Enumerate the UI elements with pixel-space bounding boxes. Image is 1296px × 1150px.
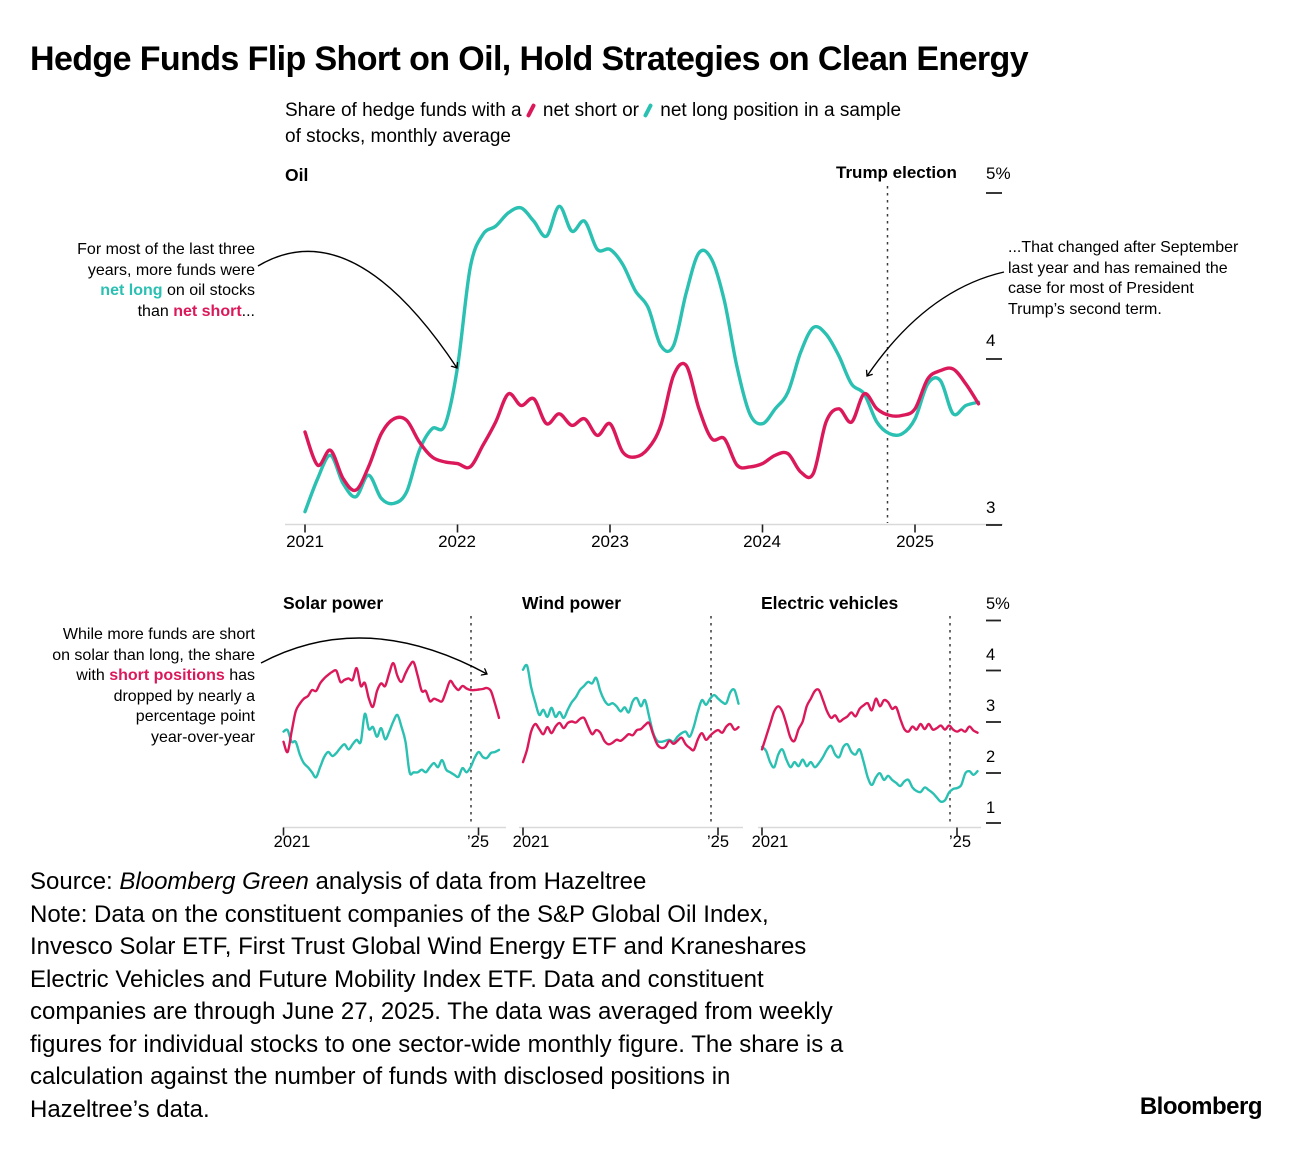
oil-chart-label: Oil bbox=[285, 165, 309, 185]
oil-xtick-2021: 2021 bbox=[286, 532, 324, 551]
chart-subtitle: Share of hedge funds with a net short or… bbox=[285, 100, 902, 147]
wind-panel-title: Wind power bbox=[522, 593, 622, 613]
bloomberg-logo: Bloomberg bbox=[1139, 1093, 1263, 1120]
wind-net-long-line bbox=[521, 663, 740, 744]
oil-net-long-line bbox=[303, 204, 981, 514]
oil-xtick-2022: 2022 bbox=[438, 532, 476, 551]
ev-xtick-25: ’25 bbox=[948, 833, 972, 851]
trump-election-label: Trump election bbox=[836, 163, 957, 182]
oil-right-arrow bbox=[867, 271, 1005, 376]
wind-net-short-line bbox=[521, 716, 740, 764]
oil-net-short-line bbox=[303, 361, 981, 493]
solar-annotation: While more funds are short on solar than … bbox=[52, 626, 255, 746]
solar-panel-title: Solar power bbox=[283, 593, 384, 613]
panel-ytick-5: 5% bbox=[986, 595, 1010, 613]
panel-ytick-3: 3 bbox=[986, 697, 996, 715]
solar-xtick-25: ’25 bbox=[466, 833, 490, 851]
panel-ytick-1: 1 bbox=[986, 799, 996, 817]
source-note: Source: Bloomberg Green analysis of data… bbox=[30, 868, 844, 1123]
oil-xtick-2025: 2025 bbox=[896, 532, 934, 551]
solar-net-short-line bbox=[282, 660, 501, 754]
solar-arrow bbox=[260, 637, 487, 674]
panel-ytick-2: 2 bbox=[986, 748, 996, 766]
ev-net-long-line bbox=[760, 742, 979, 804]
page-title: Hedge Funds Flip Short on Oil, Hold Stra… bbox=[30, 40, 1029, 78]
oil-ytick-5: 5% bbox=[986, 164, 1011, 183]
ev-net-short-line bbox=[760, 688, 979, 751]
panel-ytick-4: 4 bbox=[986, 646, 996, 664]
wind-xtick-2021: 2021 bbox=[512, 833, 550, 851]
solar-xtick-2021: 2021 bbox=[273, 833, 311, 851]
ev-panel-title: Electric vehicles bbox=[761, 593, 899, 613]
oil-xtick-2024: 2024 bbox=[743, 532, 781, 551]
wind-xtick-25: ’25 bbox=[706, 833, 730, 851]
oil-ytick-4: 4 bbox=[986, 331, 996, 350]
oil-right-annotation: ...That changed after September last year… bbox=[1008, 239, 1239, 318]
oil-left-annotation: For most of the last three years, more fu… bbox=[77, 241, 255, 320]
solar-net-long-line bbox=[282, 712, 501, 779]
oil-xtick-2023: 2023 bbox=[591, 532, 629, 551]
oil-left-arrow bbox=[257, 250, 457, 368]
ev-xtick-2021: 2021 bbox=[751, 833, 789, 851]
oil-ytick-3: 3 bbox=[986, 498, 996, 517]
